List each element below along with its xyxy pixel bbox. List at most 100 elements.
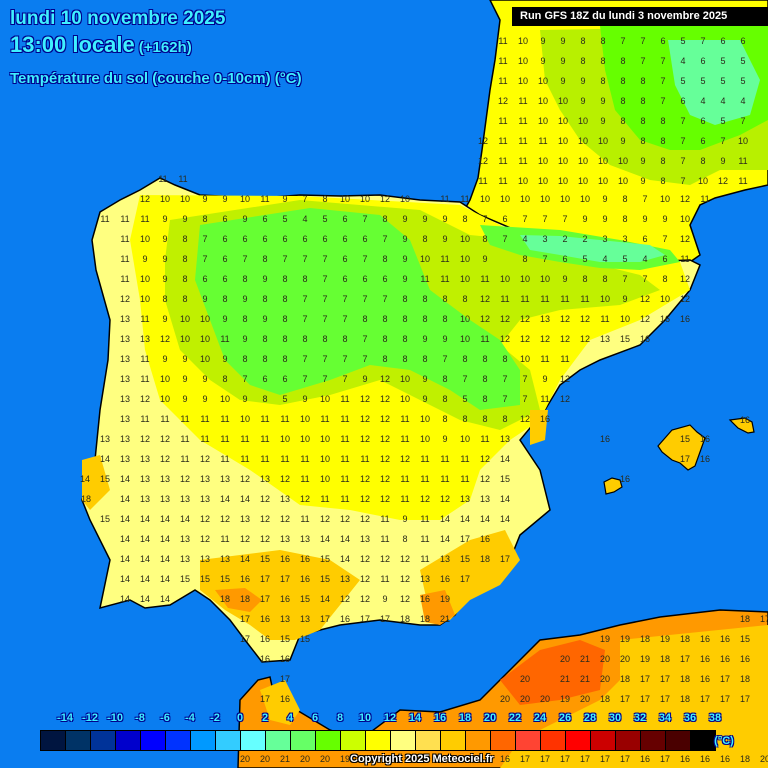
grid-value: 12	[160, 334, 170, 344]
grid-value: 3	[602, 234, 607, 244]
grid-value: 11	[518, 136, 527, 146]
grid-value: 13	[180, 554, 190, 564]
grid-value: 14	[500, 454, 510, 464]
grid-value: 11	[440, 454, 449, 464]
grid-value: 11	[420, 474, 429, 484]
grid-value: 7	[362, 254, 367, 264]
grid-value: 14	[120, 574, 130, 584]
grid-value: 8	[700, 156, 705, 166]
grid-value: 7	[202, 254, 207, 264]
grid-value: 7	[442, 354, 447, 364]
grid-value: 11	[280, 414, 289, 424]
grid-value: 13	[140, 474, 150, 484]
grid-value: 12	[380, 194, 390, 204]
grid-value: 16	[300, 554, 310, 564]
grid-value: 8	[362, 314, 367, 324]
grid-value: 10	[200, 354, 210, 364]
grid-value: 8	[262, 394, 267, 404]
grid-value: 8	[662, 274, 667, 284]
grid-value: 9	[162, 314, 167, 324]
grid-value: 10	[340, 194, 350, 204]
grid-value: 4	[720, 96, 725, 106]
grid-value: 18	[680, 694, 690, 704]
grid-value: 9	[482, 254, 487, 264]
grid-value: 8	[502, 414, 507, 424]
grid-value: 6	[342, 274, 347, 284]
grid-value: 6	[562, 254, 567, 264]
legend-swatch	[41, 731, 66, 750]
grid-value: 12	[680, 274, 690, 284]
grid-value: 16	[740, 415, 750, 425]
grid-value: 17	[620, 694, 630, 704]
grid-value: 19	[560, 694, 570, 704]
grid-value: 10	[578, 156, 588, 166]
grid-value: 12	[200, 454, 210, 464]
grid-value: 9	[422, 374, 427, 384]
grid-value: 16	[720, 754, 730, 764]
legend-swatch	[341, 731, 366, 750]
grid-value: 10	[160, 194, 170, 204]
grid-value: 14	[440, 514, 450, 524]
grid-value: 11	[240, 434, 249, 444]
grid-value: 9	[242, 214, 247, 224]
grid-value: 10	[558, 156, 568, 166]
grid-value: 7	[242, 374, 247, 384]
grid-value: 17	[700, 694, 710, 704]
legend-swatch	[466, 731, 491, 750]
grid-value: 10	[558, 136, 568, 146]
grid-value: 9	[202, 194, 207, 204]
grid-value: 11	[140, 414, 149, 424]
grid-value: 16	[700, 454, 710, 464]
zone-france-mint	[668, 40, 760, 125]
grid-value: 17	[660, 694, 670, 704]
grid-value: 9	[302, 394, 307, 404]
grid-value: 10	[600, 294, 610, 304]
grid-value: 8	[302, 334, 307, 344]
grid-value: 10	[300, 414, 310, 424]
grid-value: 12	[380, 554, 390, 564]
grid-value: 16	[700, 654, 710, 664]
grid-value: 12	[640, 314, 650, 324]
grid-value: 15	[280, 634, 290, 644]
grid-value: 8	[442, 394, 447, 404]
grid-value: 14	[460, 514, 470, 524]
grid-value: 11	[160, 414, 169, 424]
grid-value: 7	[542, 214, 547, 224]
grid-value: 11	[360, 454, 369, 464]
grid-value: 12	[260, 534, 270, 544]
zone-morocco-yellow	[260, 680, 300, 725]
grid-value: 14	[140, 534, 150, 544]
grid-value: 11	[400, 494, 409, 504]
grid-value: 7	[242, 254, 247, 264]
grid-value: 16	[700, 634, 710, 644]
legend-tick-label: 26	[558, 712, 572, 724]
grid-value: 11	[180, 434, 189, 444]
grid-value: 10	[560, 194, 570, 204]
grid-value: 13	[360, 534, 370, 544]
grid-value: 6	[660, 36, 665, 46]
grid-value: 11	[260, 454, 269, 464]
grid-value: 10	[578, 176, 588, 186]
grid-value: 9	[202, 294, 207, 304]
grid-value: 8	[302, 274, 307, 284]
grid-value: 13	[200, 554, 210, 564]
grid-value: 13	[160, 474, 170, 484]
grid-value: 10	[738, 136, 748, 146]
grid-value: 5	[282, 394, 287, 404]
grid-value: 16	[420, 594, 430, 604]
grid-value: 8	[242, 354, 247, 364]
grid-value: 10	[500, 194, 510, 204]
grid-value: 14	[100, 454, 110, 464]
grid-value: 8	[382, 314, 387, 324]
grid-value: 9	[600, 116, 605, 126]
grid-value: 10	[420, 434, 430, 444]
grid-value: 11	[380, 534, 389, 544]
grid-value: 13	[300, 534, 310, 544]
grid-value: 16	[260, 614, 270, 624]
grid-value: 8	[580, 56, 585, 66]
grid-value: 13	[120, 454, 130, 464]
grid-value: 11	[320, 494, 329, 504]
grid-value: 9	[560, 36, 565, 46]
legend-tick-label: 28	[583, 712, 597, 724]
